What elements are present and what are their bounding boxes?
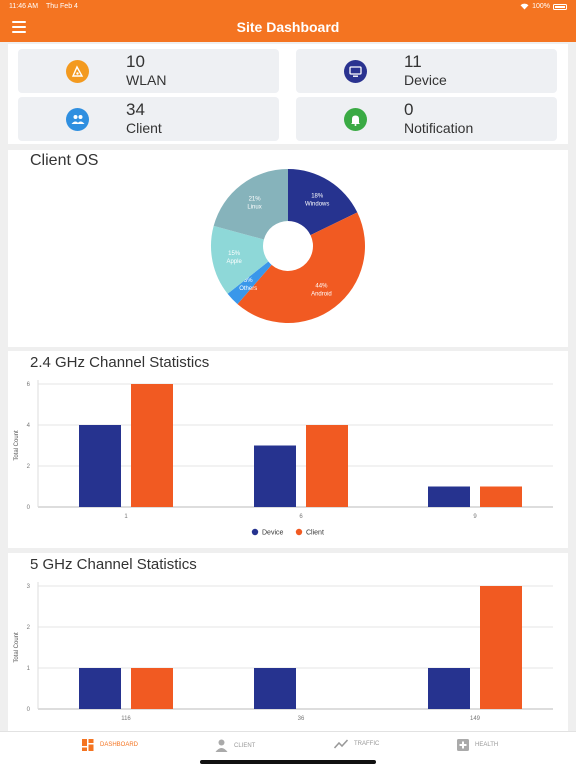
y-tick-label: 1 [27, 666, 31, 672]
wifi-status-icon [520, 3, 529, 10]
pie-slice-label: Windows [305, 201, 329, 207]
summary-panel: 10 WLAN 11 Device 34 Client 0 Notificati… [8, 44, 568, 144]
tab-traffic[interactable]: TRAFFIC [334, 739, 379, 749]
client-os-title: Client OS [30, 152, 99, 169]
ch5-bar-chart: 0 1 2 3 Total Count 116 36 149 [14, 582, 553, 722]
page-title: Site Dashboard [236, 19, 340, 35]
legend-label-device: Device [262, 530, 284, 537]
status-right: 100% [520, 3, 567, 10]
pie-slice-label: Apple [226, 259, 242, 265]
pie-slice-label: Others [239, 286, 257, 292]
pie-slice-linux [213, 169, 288, 240]
ch24-title: 2.4 GHz Channel Statistics [30, 354, 210, 371]
pie-slice-label: Android [311, 292, 332, 298]
pie-slice-android [237, 212, 366, 323]
home-indicator [200, 760, 376, 764]
y-axis-label: Total Count [14, 430, 20, 461]
pie-slice-percent: 21% [249, 196, 262, 202]
y-tick-label: 3 [27, 584, 31, 590]
status-bar: 11:46 AM Thu Feb 4 100% [0, 0, 576, 14]
device-count: 11 [404, 52, 422, 71]
bar-device-9 [428, 486, 470, 507]
ch24-bar-chart: 0 2 4 6 Total Count 1 6 9 Device Client [14, 380, 553, 537]
wlan-card[interactable]: 10 WLAN [18, 49, 279, 93]
pie-slice-percent: 15% [228, 251, 241, 257]
users-icon [66, 108, 89, 131]
pie-slice-label: Linux [247, 204, 261, 210]
y-tick-label: 4 [27, 423, 31, 429]
client-card[interactable]: 34 Client [18, 97, 279, 141]
bar-device-36 [254, 668, 296, 709]
ch24-panel: 2.4 GHz Channel Statistics 0 2 4 6 Total Cou… [8, 351, 568, 548]
client-os-pie-chart: 18% Windows 44% Android 3% Others 15% Apple 21% L… [210, 169, 366, 323]
y-tick-label: 2 [27, 464, 31, 470]
bar-client-9 [480, 486, 522, 507]
y-tick-label: 6 [27, 382, 31, 388]
device-label: Device [404, 72, 447, 88]
x-tick-label: 1 [124, 514, 128, 520]
bar-client-6 [306, 425, 348, 507]
y-tick-label: 2 [27, 625, 31, 631]
trend-icon [334, 739, 348, 749]
legend-swatch-client [295, 528, 303, 536]
bar-device-149 [428, 668, 470, 709]
pie-slice-percent: 18% [311, 193, 324, 199]
client-count: 34 [126, 100, 145, 119]
tab-client[interactable]: CLIENT [215, 739, 255, 752]
pie-slice-percent: 44% [315, 284, 328, 290]
hamburger-menu-icon[interactable] [12, 21, 26, 33]
ch5-title: 5 GHz Channel Statistics [30, 556, 197, 573]
bell-icon [344, 108, 367, 131]
tab-health-label: HEALTH [475, 742, 499, 748]
person-icon [215, 739, 228, 752]
bar-device-116 [79, 668, 121, 709]
tab-client-label: CLIENT [234, 742, 256, 749]
legend-label-client: Client [306, 530, 324, 537]
x-tick-label: 6 [299, 514, 303, 520]
ch5-panel: 5 GHz Channel Statistics 0 1 2 3 Total Count… [8, 553, 568, 731]
notification-count: 0 [404, 100, 414, 119]
y-tick-label: 0 [27, 707, 31, 713]
dashboard-icon [82, 739, 94, 751]
notification-card[interactable]: 0 Notification [296, 97, 557, 141]
client-os-panel: Client OS 18% Windows 44% Android 3% Others 15… [8, 150, 568, 347]
x-tick-label: 36 [298, 716, 305, 722]
status-date: Thu Feb 4 [46, 3, 78, 10]
bar-device-6 [254, 445, 296, 507]
battery-percent: 100% [532, 3, 550, 10]
bar-client-1 [131, 384, 173, 507]
pie-slice-apple [210, 225, 269, 294]
y-axis-label: Total Count [14, 632, 20, 663]
health-plus-icon [457, 739, 469, 751]
device-icon [344, 60, 367, 83]
status-left: 11:46 AM Thu Feb 4 [9, 3, 78, 10]
status-time: 11:46 AM [9, 3, 39, 10]
notification-label: Notification [404, 120, 474, 136]
client-label: Client [126, 120, 162, 136]
bar-client-116 [131, 668, 173, 709]
x-tick-label: 9 [473, 514, 477, 520]
device-card[interactable]: 11 Device [296, 49, 557, 93]
legend-swatch-device [251, 528, 259, 536]
wlan-count: 10 [126, 52, 145, 71]
wifi-icon [66, 60, 89, 83]
bar-client-149 [480, 586, 522, 709]
tab-dashboard[interactable]: DASHBOARD [82, 739, 138, 751]
x-tick-label: 116 [121, 716, 131, 722]
x-tick-label: 149 [470, 716, 481, 722]
battery-icon [553, 3, 567, 10]
tab-dashboard-label: DASHBOARD [100, 742, 139, 748]
bar-device-1 [79, 425, 121, 507]
pie-slice-percent: 3% [244, 278, 253, 284]
tab-health[interactable]: HEALTH [457, 739, 498, 751]
y-tick-label: 0 [27, 505, 31, 511]
pie-slice-windows [288, 169, 358, 236]
tab-traffic-label: TRAFFIC [354, 741, 380, 747]
wlan-label: WLAN [126, 72, 167, 88]
pie-slice-others [227, 261, 272, 305]
app-header: Site Dashboard [0, 14, 576, 42]
